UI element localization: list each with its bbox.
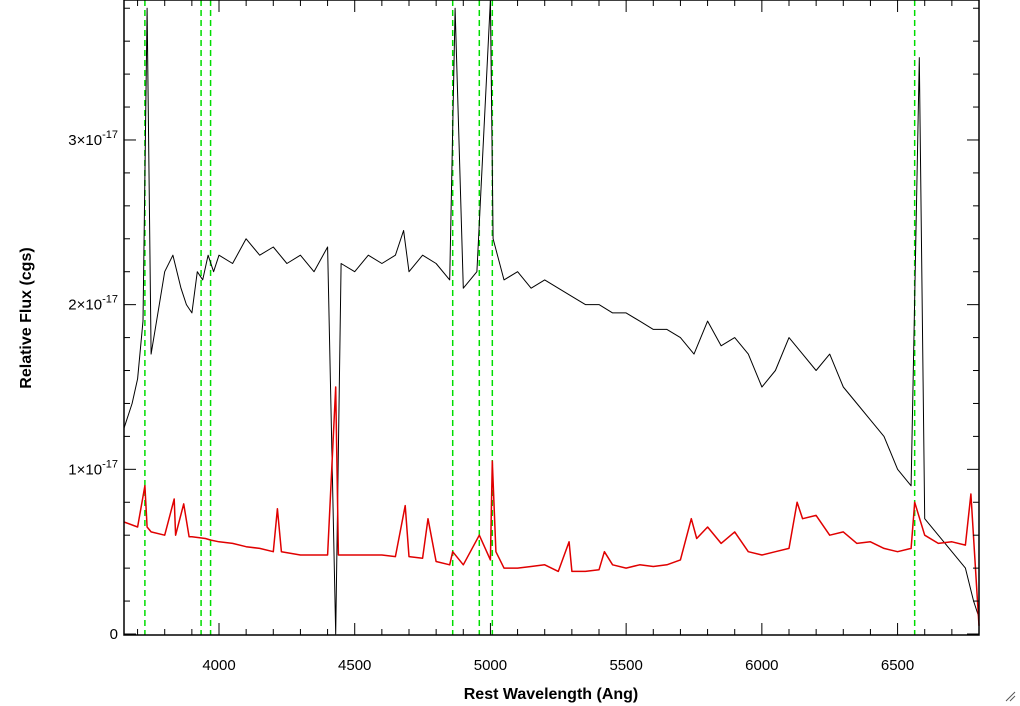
spectra-series: [123, 0, 980, 635]
x-tick-label: 4000: [202, 657, 235, 674]
y-tick-label: 0: [110, 626, 118, 643]
x-tick-label: 6000: [745, 657, 778, 674]
y-axis-ticks: 0 1×10-17 2×10-17 3×10-17: [68, 7, 979, 643]
x-axis-label: Rest Wavelength (Ang): [464, 686, 639, 703]
x-axis-ticks: 4000 4500 5000 5500 6000 6500: [137, 0, 980, 674]
y-axis-label: Relative Flux (cgs): [18, 247, 35, 388]
x-tick-label: 4500: [338, 657, 371, 674]
observed-spectrum-line: [123, 0, 980, 635]
resize-grip-icon[interactable]: [1004, 690, 1016, 702]
plot-frame: [123, 0, 980, 636]
x-tick-label: 5500: [609, 657, 642, 674]
x-tick-label: 5000: [474, 657, 507, 674]
y-tick-label: 1×10-17: [68, 458, 118, 478]
y-tick-label: 3×10-17: [68, 129, 118, 149]
x-tick-label: 6500: [881, 657, 914, 674]
y-tick-label: 2×10-17: [68, 294, 118, 314]
model-spectrum-line: [123, 386, 980, 626]
